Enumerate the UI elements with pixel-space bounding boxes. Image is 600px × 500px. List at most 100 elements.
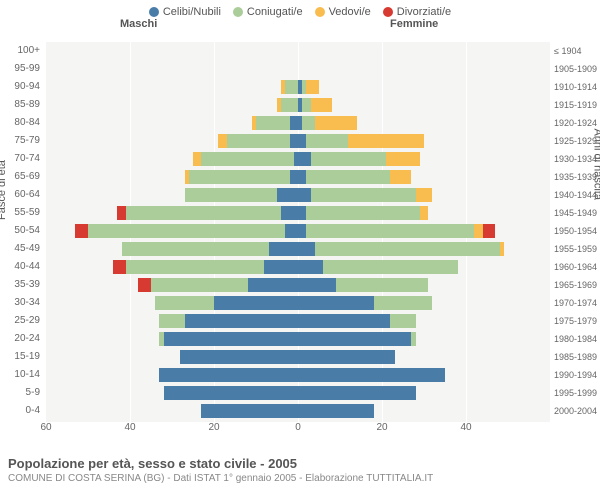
segment xyxy=(88,224,285,238)
legend-item: Vedovi/e xyxy=(315,6,371,18)
segment xyxy=(298,296,374,310)
segment xyxy=(306,206,419,220)
segment xyxy=(227,134,290,148)
x-tick-label: 0 xyxy=(295,422,301,433)
bar-male xyxy=(75,224,298,238)
legend-label: Vedovi/e xyxy=(329,6,371,18)
bar-male xyxy=(180,350,298,364)
pyramid-row xyxy=(46,384,550,402)
birth-label: 1935-1939 xyxy=(554,168,600,186)
bar-male xyxy=(277,98,298,112)
segment xyxy=(218,134,226,148)
birth-label: 1990-1994 xyxy=(554,366,600,384)
age-label: 30-34 xyxy=(0,294,40,312)
segment xyxy=(500,242,504,256)
x-tick-label: 60 xyxy=(40,422,51,433)
segment xyxy=(185,314,298,328)
birth-label: ≤ 1904 xyxy=(554,42,600,60)
segment xyxy=(474,224,482,238)
birth-label: 1905-1909 xyxy=(554,60,600,78)
segment xyxy=(298,224,306,238)
segment xyxy=(180,350,298,364)
bar-male xyxy=(185,170,298,184)
x-tick-label: 20 xyxy=(376,422,387,433)
pyramid-row xyxy=(46,186,550,204)
bar-male xyxy=(252,116,298,130)
segment xyxy=(159,314,184,328)
pyramid-row xyxy=(46,42,550,60)
x-tick-label: 40 xyxy=(124,422,135,433)
x-tick-label: 40 xyxy=(460,422,471,433)
birth-label: 1925-1929 xyxy=(554,132,600,150)
segment xyxy=(281,98,298,112)
segment xyxy=(298,368,445,382)
age-label: 10-14 xyxy=(0,366,40,384)
birth-label: 1975-1979 xyxy=(554,312,600,330)
pyramid-row xyxy=(46,366,550,384)
segment xyxy=(386,152,420,166)
segment xyxy=(298,134,306,148)
pyramid-row xyxy=(46,60,550,78)
bar-female xyxy=(298,404,374,418)
segment xyxy=(256,116,290,130)
segment xyxy=(306,134,348,148)
age-label: 95-99 xyxy=(0,60,40,78)
birth-label: 1945-1949 xyxy=(554,204,600,222)
pyramid-row xyxy=(46,276,550,294)
chart-subtitle: COMUNE DI COSTA SERINA (BG) - Dati ISTAT… xyxy=(8,471,592,484)
plot-area xyxy=(46,42,550,422)
pyramid-row xyxy=(46,330,550,348)
bar-male xyxy=(159,368,298,382)
segment xyxy=(311,152,387,166)
segment xyxy=(214,296,298,310)
pyramid-row xyxy=(46,240,550,258)
segment xyxy=(483,224,496,238)
segment xyxy=(311,98,332,112)
axis-right-labels: ≤ 19041905-19091910-19141915-19191920-19… xyxy=(550,42,600,422)
pyramid-row xyxy=(46,168,550,186)
pyramid-row xyxy=(46,78,550,96)
segment xyxy=(416,188,433,202)
age-label: 40-44 xyxy=(0,258,40,276)
header-female: Femmine xyxy=(390,18,438,30)
bar-female xyxy=(298,224,495,238)
bar-female xyxy=(298,296,432,310)
birth-label: 1955-1959 xyxy=(554,240,600,258)
birth-label: 1960-1964 xyxy=(554,258,600,276)
legend-item: Divorziati/e xyxy=(383,6,451,18)
bar-male xyxy=(164,386,298,400)
pyramid-row xyxy=(46,258,550,276)
segment xyxy=(113,260,126,274)
bar-female xyxy=(298,386,416,400)
birth-label: 1940-1944 xyxy=(554,186,600,204)
pyramid-row xyxy=(46,96,550,114)
segment xyxy=(302,98,310,112)
segment xyxy=(117,206,125,220)
segment xyxy=(126,206,281,220)
segment xyxy=(290,170,298,184)
legend-swatch xyxy=(315,7,325,17)
segment xyxy=(311,188,416,202)
segment xyxy=(298,206,306,220)
bar-male xyxy=(113,260,298,274)
segment xyxy=(302,116,315,130)
pyramid-row xyxy=(46,402,550,420)
legend-swatch xyxy=(149,7,159,17)
segment xyxy=(193,152,201,166)
segment xyxy=(75,224,88,238)
bar-male xyxy=(138,278,298,292)
bar-female xyxy=(298,152,420,166)
age-label: 35-39 xyxy=(0,276,40,294)
birth-label: 1995-1999 xyxy=(554,384,600,402)
pyramid-row xyxy=(46,222,550,240)
segment xyxy=(306,80,319,94)
legend-label: Coniugati/e xyxy=(247,6,303,18)
bar-male xyxy=(218,134,298,148)
axis-left-labels: 100+95-9990-9485-8980-8475-7970-7465-696… xyxy=(0,42,44,422)
x-tick-label: 20 xyxy=(208,422,219,433)
legend-swatch xyxy=(233,7,243,17)
segment xyxy=(285,224,298,238)
bar-female xyxy=(298,134,424,148)
segment xyxy=(126,260,265,274)
bar-female xyxy=(298,188,432,202)
